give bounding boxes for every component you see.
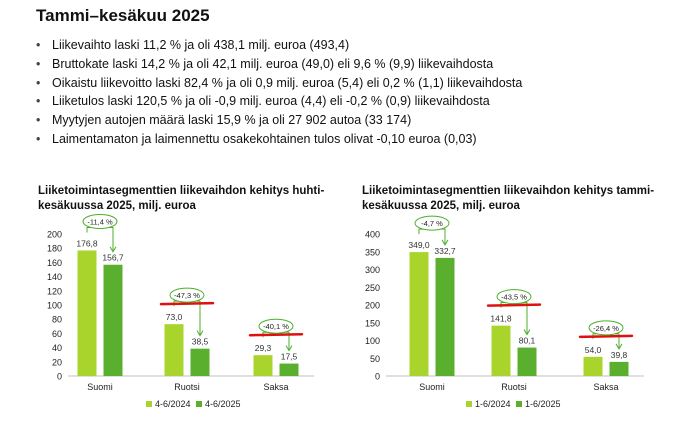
chart2-data-label: 39,8: [611, 350, 628, 360]
chart2-data-label: 80,1: [519, 336, 536, 346]
chart1-change-label: -11,4 %: [87, 217, 113, 226]
chart-title-h1: Liiketoimintasegmenttien liikevaihdon ke…: [362, 185, 655, 212]
bullet-adjusted-operating-profit: Oikaistu liikevoitto laski 82,4 % ja oli…: [36, 74, 522, 93]
page-title: Tammi–kesäkuu 2025: [36, 6, 210, 25]
chart2-highlight-underline: [578, 334, 634, 339]
chart1-data-label: 176,8: [76, 238, 98, 248]
bullet-gross-margin: Bruttokate laski 14,2 % ja oli 42,1 milj…: [36, 55, 522, 74]
chart2-y-tick-label: 100: [365, 336, 380, 346]
chart1-y-tick-label: 120: [47, 286, 62, 296]
chart2-legend-label: 1-6/2024: [475, 399, 511, 409]
chart1-change-label: -47,3 %: [174, 291, 200, 300]
chart2-change-bubble: [496, 289, 532, 305]
chart1-legend-label: 4-6/2024: [155, 399, 191, 409]
chart2-change-label: -26,4 %: [593, 324, 619, 333]
chart1-data-label: 17,5: [281, 352, 298, 362]
chart1-y-tick-label: 60: [52, 329, 62, 339]
chart2-change-arrow-icon: [523, 329, 531, 336]
chart2-y-tick-label: 350: [365, 247, 380, 257]
chart1-bar-suomi-prev: [77, 250, 97, 376]
chart-title-q2: Liiketoimintasegmenttien liikevaihdon ke…: [38, 185, 325, 212]
chart1-change-label: -40,1 %: [263, 322, 289, 331]
chart1-change-bubble: [169, 287, 205, 303]
chart2-change-label: -43,5 %: [501, 293, 527, 302]
chart2-legend-swatch: [516, 401, 522, 407]
chart2-category-label: Suomi: [419, 382, 445, 392]
chart1-bar-suomi-curr: [103, 264, 123, 376]
chart1-change-arrow-icon: [109, 246, 117, 253]
chart1-category-label: Ruotsi: [174, 382, 200, 392]
bullet-eps: Laimentamaton ja laimennettu osakekohtai…: [36, 130, 522, 149]
chart1-legend-swatch: [196, 401, 202, 407]
key-figures-list: Liikevaihto laski 11,2 % ja oli 438,1 mi…: [36, 36, 522, 149]
chart1-y-tick-label: 40: [52, 343, 62, 353]
chart2-change-label: -4,7 %: [421, 219, 443, 228]
chart1-highlight-underline: [159, 301, 215, 306]
chart2-bar-saksa-curr: [609, 361, 629, 376]
chart2-y-tick-label: 0: [375, 372, 380, 382]
chart2-data-label: 141,8: [490, 314, 512, 324]
chart2-data-label: 349,0: [408, 240, 430, 250]
chart2-category-label: Saksa: [593, 382, 618, 392]
chart1-bar-saksa-curr: [279, 363, 299, 376]
chart2-y-tick-label: 400: [365, 230, 380, 240]
chart1-y-tick-label: 160: [47, 258, 62, 268]
chart2-bar-ruotsi-curr: [517, 347, 537, 376]
chart1-y-tick-label: 180: [47, 244, 62, 254]
chart2-category-label: Ruotsi: [501, 382, 527, 392]
chart1-highlight-underline: [248, 332, 304, 337]
chart2-change-bubble: [588, 320, 624, 336]
chart1-category-label: Saksa: [263, 382, 288, 392]
chart1-data-label: 38,5: [192, 337, 209, 347]
chart1-data-label: 73,0: [166, 312, 183, 322]
chart2-bar-saksa-prev: [583, 356, 603, 376]
chart1-change-arrow-icon: [285, 345, 293, 352]
chart2-legend-label: 1-6/2025: [525, 399, 561, 409]
chart2-highlight-underline: [486, 303, 542, 307]
bullet-revenue: Liikevaihto laski 11,2 % ja oli 438,1 mi…: [36, 36, 522, 55]
bullet-operating-result: Liiketulos laski 120,5 % ja oli -0,9 mil…: [36, 92, 522, 111]
chart2-y-tick-label: 150: [365, 318, 380, 328]
chart1-legend-swatch: [146, 401, 152, 407]
chart2-change-arrow-icon: [441, 239, 449, 246]
chart1-change-bubble: [258, 318, 294, 334]
chart2-y-tick-label: 50: [370, 354, 380, 364]
chart2-y-tick-label: 200: [365, 301, 380, 311]
chart2-legend-swatch: [466, 401, 472, 407]
chart1-bar-saksa-prev: [253, 355, 273, 376]
chart1-y-tick-label: 20: [52, 357, 62, 367]
chart1-bar-ruotsi-prev: [164, 324, 184, 376]
chart1-y-tick-label: 200: [47, 230, 62, 240]
chart2-bar-ruotsi-prev: [491, 325, 511, 376]
chart1-bar-ruotsi-curr: [190, 348, 210, 376]
chart2-change-arrow-icon: [615, 343, 623, 350]
chart1-category-label: Suomi: [87, 382, 113, 392]
chart1-change-arrow-icon: [196, 330, 204, 337]
chart1-y-tick-label: 0: [57, 372, 62, 382]
chart1-y-tick-label: 100: [47, 301, 62, 311]
chart2-bar-suomi-curr: [435, 257, 455, 376]
chart2-y-tick-label: 250: [365, 283, 380, 293]
chart1-y-tick-label: 140: [47, 272, 62, 282]
chart1-data-label: 156,7: [102, 253, 124, 263]
chart2-data-label: 54,0: [585, 345, 602, 355]
bullet-cars-sold: Myytyjen autojen määrä laski 15,9 % ja o…: [36, 111, 522, 130]
chart1-legend-label: 4-6/2025: [205, 399, 241, 409]
chart2-change-bubble: [414, 215, 450, 231]
chart1-y-tick-label: 80: [52, 315, 62, 325]
chart2-data-label: 332,7: [434, 246, 456, 256]
chart2-y-tick-label: 300: [365, 265, 380, 275]
chart1-change-bubble: [82, 213, 118, 229]
chart1-data-label: 29,3: [255, 343, 272, 353]
chart2-bar-suomi-prev: [409, 252, 429, 376]
